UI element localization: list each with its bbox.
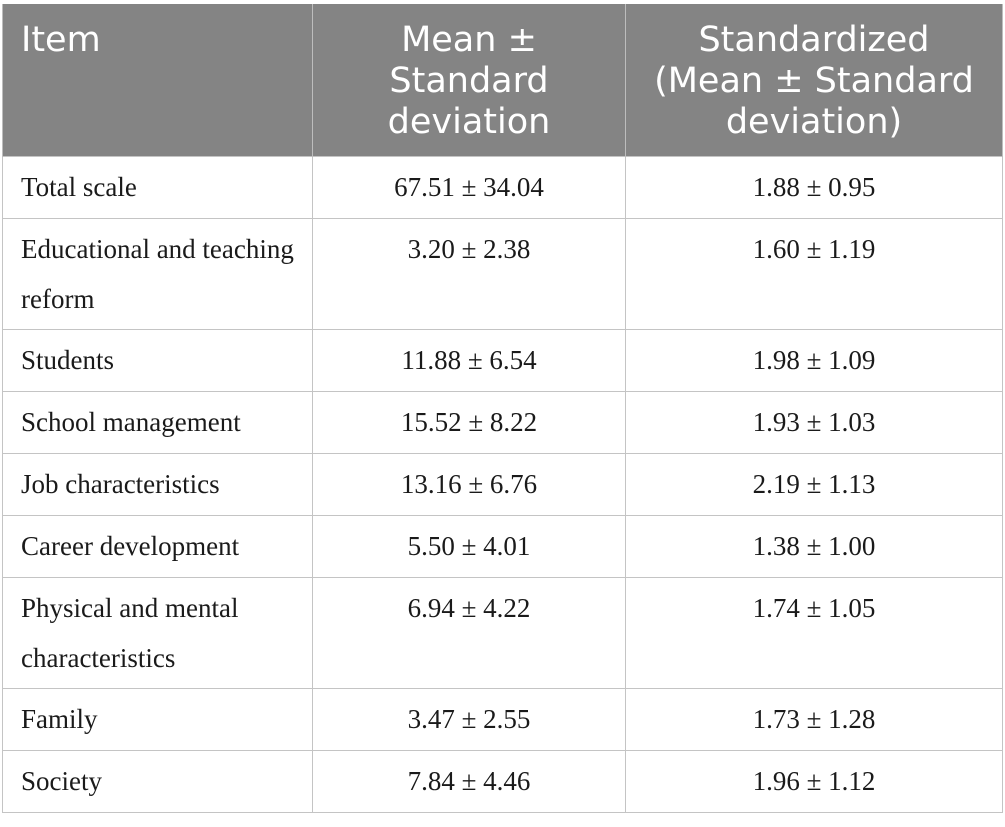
header-item-line: Item <box>21 20 101 60</box>
header-mean-sd-line: Mean ± <box>401 20 537 60</box>
table-row: Society 7.84 ± 4.46 1.96 ± 1.12 <box>2 750 1003 813</box>
header-mean-sd-line: Standard <box>389 61 549 101</box>
cell-standardized: 1.73 ± 1.28 <box>625 688 1003 751</box>
cell-mean-sd: 3.47 ± 2.55 <box>312 688 626 751</box>
header-row: Item Mean ± Standard deviation Standardi… <box>2 4 1003 157</box>
statistics-table: Item Mean ± Standard deviation Standardi… <box>2 4 1003 813</box>
table-header: Item Mean ± Standard deviation Standardi… <box>2 4 1003 157</box>
cell-item: Total scale <box>2 156 313 219</box>
cell-standardized: 1.38 ± 1.00 <box>625 515 1003 578</box>
header-mean-sd: Mean ± Standard deviation <box>312 4 626 157</box>
header-standardized-line: Standardized <box>698 20 930 60</box>
table-row: Career development 5.50 ± 4.01 1.38 ± 1.… <box>2 515 1003 578</box>
cell-standardized: 1.93 ± 1.03 <box>625 391 1003 454</box>
table-row: Physical and mental characteristics 6.94… <box>2 577 1003 689</box>
table-row: Family 3.47 ± 2.55 1.73 ± 1.28 <box>2 688 1003 751</box>
header-standardized-line: (Mean ± Standard <box>654 61 974 101</box>
table-body: Total scale 67.51 ± 34.04 1.88 ± 0.95 Ed… <box>2 156 1003 813</box>
cell-mean-sd: 15.52 ± 8.22 <box>312 391 626 454</box>
table-row: Students 11.88 ± 6.54 1.98 ± 1.09 <box>2 329 1003 392</box>
table-row: Total scale 67.51 ± 34.04 1.88 ± 0.95 <box>2 156 1003 219</box>
cell-item: Career development <box>2 515 313 578</box>
cell-item: Society <box>2 750 313 813</box>
cell-mean-sd: 67.51 ± 34.04 <box>312 156 626 219</box>
cell-standardized: 1.88 ± 0.95 <box>625 156 1003 219</box>
header-standardized: Standardized (Mean ± Standard deviation) <box>625 4 1003 157</box>
cell-standardized: 1.98 ± 1.09 <box>625 329 1003 392</box>
cell-mean-sd: 3.20 ± 2.38 <box>312 218 626 330</box>
cell-standardized: 2.19 ± 1.13 <box>625 453 1003 516</box>
cell-item: Family <box>2 688 313 751</box>
cell-mean-sd: 7.84 ± 4.46 <box>312 750 626 813</box>
cell-mean-sd: 13.16 ± 6.76 <box>312 453 626 516</box>
cell-item: School management <box>2 391 313 454</box>
cell-standardized: 1.74 ± 1.05 <box>625 577 1003 689</box>
cell-standardized: 1.96 ± 1.12 <box>625 750 1003 813</box>
header-standardized-line: deviation) <box>725 102 903 142</box>
cell-item: Physical and mental characteristics <box>2 577 313 689</box>
table-row: School management 15.52 ± 8.22 1.93 ± 1.… <box>2 391 1003 454</box>
header-item: Item <box>2 4 313 157</box>
cell-mean-sd: 5.50 ± 4.01 <box>312 515 626 578</box>
cell-mean-sd: 6.94 ± 4.22 <box>312 577 626 689</box>
header-mean-sd-line: deviation <box>387 102 551 142</box>
table-row: Educational and teaching reform 3.20 ± 2… <box>2 218 1003 330</box>
table-row: Job characteristics 13.16 ± 6.76 2.19 ± … <box>2 453 1003 516</box>
cell-standardized: 1.60 ± 1.19 <box>625 218 1003 330</box>
cell-mean-sd: 11.88 ± 6.54 <box>312 329 626 392</box>
cell-item: Job characteristics <box>2 453 313 516</box>
cell-item: Students <box>2 329 313 392</box>
cell-item: Educational and teaching reform <box>2 218 313 330</box>
